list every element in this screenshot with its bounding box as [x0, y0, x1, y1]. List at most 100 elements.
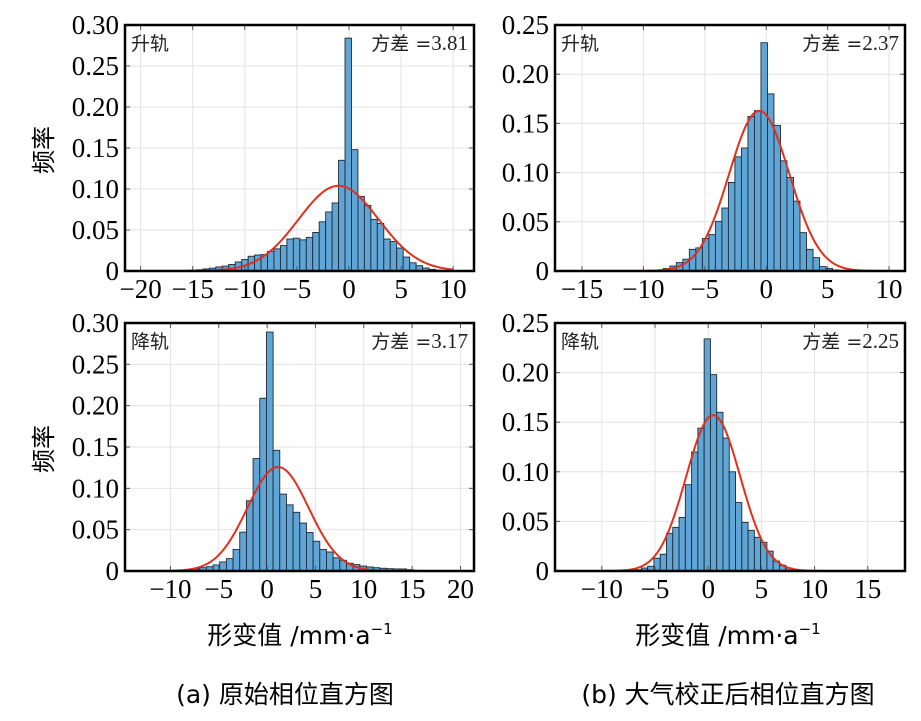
variance-value: 3.81 — [431, 31, 468, 55]
y-tick-label: 0.20 — [72, 92, 119, 122]
plot-frame — [553, 23, 907, 273]
x-tick-label: −5 — [204, 574, 233, 604]
histogram-bar — [741, 521, 749, 571]
y-tick-label: 0.05 — [72, 515, 119, 545]
x-tick-label: 0 — [701, 574, 715, 604]
histogram-bar — [703, 338, 711, 571]
x-tick-label: −10 — [224, 274, 266, 304]
histogram-bar — [312, 540, 321, 571]
histogram-bar — [722, 437, 730, 571]
histogram-bar — [344, 37, 352, 271]
y-tick-label: 0.25 — [72, 51, 119, 81]
histogram-bar — [678, 516, 686, 571]
variance-value: 3.17 — [431, 329, 468, 353]
histogram-bar — [332, 557, 341, 571]
y-tick-label: 0 — [106, 556, 120, 586]
histogram-bar — [396, 247, 404, 271]
x-axis-label-a-sup: −1 — [371, 620, 393, 638]
variance-prefix: 方差 = — [371, 331, 431, 353]
x-tick-label: 0 — [260, 574, 274, 604]
y-tick-label: 0.30 — [72, 308, 119, 338]
histogram-bar — [727, 181, 736, 271]
histogram-bar — [338, 159, 346, 271]
panel-a-ascending: −20 −15 −10 −5 0 5 10 0 0.05 0.10 0.15 0.20 0.25 0.30… — [72, 10, 476, 304]
y-tick-label: 0.10 — [72, 174, 119, 204]
y-tick-label: 0.20 — [502, 59, 549, 89]
x-tick-label: −10 — [622, 274, 664, 304]
histogram-bar — [672, 526, 680, 571]
plot-frame — [123, 23, 476, 273]
x-axis-label-a: 形变值 /mm·a−1 — [207, 620, 392, 650]
histogram-bar — [691, 451, 699, 571]
histogram-bar — [812, 257, 820, 271]
variance-prefix: 方差 = — [802, 331, 862, 353]
histogram-bar — [279, 493, 287, 571]
histogram-bar — [716, 411, 724, 571]
x-tick-label: 10 — [876, 274, 903, 304]
x-tick-label: 10 — [801, 574, 828, 604]
histogram-bar — [239, 531, 247, 571]
x-tick-label: −20 — [120, 274, 162, 304]
y-tick-label: 0 — [106, 256, 120, 286]
histogram-bar — [299, 239, 307, 271]
histogram-bar — [357, 195, 365, 271]
y-tick-label: 0.05 — [502, 207, 549, 237]
histogram-bar — [267, 250, 275, 271]
plot-frame — [553, 321, 907, 573]
histogram-bar — [734, 156, 742, 271]
orbit-label: 升轨 — [131, 33, 169, 55]
y-tick-label: 0 — [536, 556, 550, 586]
histogram-bar — [312, 232, 320, 271]
x-axis-label-b-text: 形变值 /mm·a — [635, 621, 798, 650]
panel-b-descending: −10 −5 0 5 10 15 0 0.05 0.10 0.15 0.20 0.25 降轨 方差 =2.… — [502, 308, 907, 604]
histogram-bar — [265, 331, 274, 571]
histogram-bar — [326, 551, 334, 571]
x-tick-label: −10 — [149, 574, 191, 604]
histogram-bar — [225, 558, 234, 571]
histogram-bar — [402, 256, 411, 271]
x-tick-label: 5 — [309, 574, 323, 604]
histogram-bar — [721, 207, 729, 271]
histogram-bar — [279, 245, 288, 271]
histogram-bar — [232, 549, 241, 571]
y-tick-label: 0.30 — [72, 10, 119, 40]
x-tick-label: 15 — [854, 574, 881, 604]
histogram-bar — [799, 232, 807, 271]
variance-annotation: 方差 =3.81 — [371, 31, 468, 55]
histogram-bar — [728, 471, 736, 571]
y-tick-label: 0.15 — [72, 432, 119, 462]
histogram-bar — [292, 511, 301, 571]
histogram-bar — [709, 374, 718, 571]
orbit-label: 降轨 — [561, 331, 599, 353]
histogram-bar — [331, 202, 340, 271]
histogram-bar — [780, 160, 788, 271]
x-tick-label: 0 — [759, 274, 773, 304]
variance-value: 2.25 — [862, 329, 899, 353]
y-tick-label: 0.15 — [502, 407, 549, 437]
histogram-bars — [634, 338, 806, 571]
histogram-bar — [786, 177, 794, 271]
x-tick-label: 10 — [350, 574, 377, 604]
histogram-bar — [806, 248, 814, 271]
histogram-bar — [747, 116, 755, 271]
histogram-bar — [306, 532, 314, 571]
histogram-bar — [659, 553, 667, 571]
histogram-bar — [245, 500, 254, 571]
histogram-bar — [318, 221, 327, 271]
x-tick-label: −10 — [581, 574, 623, 604]
x-tick-label: 10 — [440, 274, 467, 304]
histogram-bar — [363, 204, 372, 271]
histogram-bar — [735, 502, 743, 571]
y-axis-label-top: 频率 — [30, 126, 58, 174]
orbit-label: 降轨 — [131, 331, 169, 353]
x-tick-label: 5 — [821, 274, 835, 304]
histogram-bar — [319, 549, 327, 571]
y-tick-label: 0.15 — [72, 133, 119, 163]
histogram-bar — [747, 529, 755, 571]
x-tick-label: 0 — [342, 274, 356, 304]
histogram-bar — [740, 147, 749, 271]
variance-value: 2.37 — [862, 31, 899, 55]
y-tick-label: 0.20 — [502, 358, 549, 388]
histogram-bars — [185, 331, 421, 571]
